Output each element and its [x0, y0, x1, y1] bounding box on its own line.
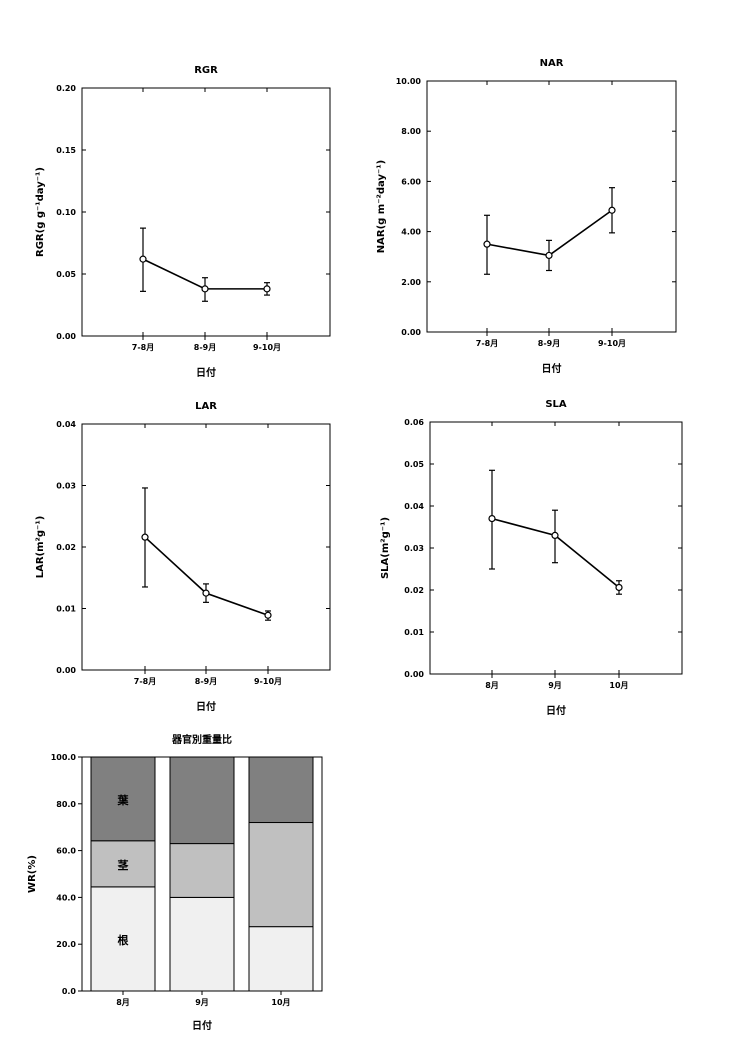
- plot-frame: [81, 423, 331, 671]
- y-tick-label: 0.00: [404, 670, 424, 679]
- x-axis-label: 日付: [196, 366, 216, 379]
- y-axis-label: WR(%): [27, 855, 38, 893]
- x-tick-label: 10月: [271, 998, 290, 1007]
- y-tick-label: 0.00: [401, 328, 421, 337]
- y-tick-label: 0.01: [56, 605, 76, 614]
- chart-title: SLA: [545, 399, 567, 410]
- chart-title: LAR: [195, 401, 217, 412]
- y-tick-label: 0.03: [404, 544, 424, 553]
- bar-segment: [248, 756, 314, 824]
- x-tick-label: 10月: [609, 681, 628, 690]
- y-tick-label: 20.0: [56, 940, 76, 949]
- segment-label: 根: [118, 933, 130, 947]
- x-tick-label: 9月: [195, 998, 209, 1007]
- x-axis-label: 日付: [542, 362, 562, 375]
- data-point: [263, 285, 271, 293]
- x-tick-label: 8月: [116, 998, 130, 1007]
- x-tick-label: 8-9月: [195, 677, 217, 686]
- y-tick-label: 60.0: [56, 847, 76, 856]
- data-point: [483, 240, 491, 248]
- bar-segment: [248, 822, 314, 928]
- x-tick-label: 9-10月: [598, 339, 626, 348]
- y-tick-label: 0.20: [56, 84, 76, 93]
- y-tick-label: 4.00: [401, 228, 421, 237]
- bar-segment: [169, 843, 235, 898]
- panel-rgr: 0.00 0.05 0.10 0.15 0.20 7-8月 8-9月 9-10月 RGR 日付 RG…: [35, 65, 331, 379]
- y-tick-label: 80.0: [56, 800, 76, 809]
- data-point: [264, 611, 272, 619]
- y-axis-label: SLA(m²g⁻¹): [380, 517, 391, 579]
- bar-segment: [169, 896, 235, 992]
- plot-frame: [429, 421, 683, 675]
- y-tick-label: 0.00: [56, 332, 76, 341]
- x-tick-label: 9月: [548, 681, 562, 690]
- segment-label: 茎: [118, 858, 129, 872]
- panel-organ-weight-ratio: 0.0 20.0 40.0 60.0 80.0 100.0 根 茎 葉 8月 9月 10月 器官別重量比…: [27, 733, 323, 1032]
- x-tick-label: 7-8月: [132, 343, 154, 352]
- data-point: [201, 285, 209, 293]
- y-tick-label: 0.02: [56, 543, 76, 552]
- data-point: [202, 589, 210, 597]
- y-tick-label: 100.0: [51, 753, 77, 762]
- y-tick-label: 10.00: [396, 77, 422, 86]
- plot-frame: [426, 80, 677, 333]
- data-point: [141, 533, 149, 541]
- x-tick-label: 8月: [485, 681, 499, 690]
- y-tick-label: 40.0: [56, 893, 76, 902]
- y-tick-label: 0.05: [56, 270, 76, 279]
- y-axis-label: RGR(g g⁻¹day⁻¹): [35, 167, 46, 257]
- y-tick-label: 0.06: [404, 418, 424, 427]
- y-tick-label: 0.10: [56, 208, 76, 217]
- x-tick-label: 9-10月: [254, 677, 282, 686]
- y-tick-label: 0.01: [404, 628, 424, 637]
- bar-segment: [169, 756, 235, 845]
- data-point: [488, 514, 496, 523]
- plot-frame: [81, 87, 331, 337]
- y-tick-label: 0.05: [404, 460, 424, 469]
- series-line: [144, 536, 269, 617]
- panel-lar: 0.00 0.01 0.02 0.03 0.04 7-8月 8-9月 9-10月 LAR 日付 LA…: [35, 401, 331, 713]
- segment-label: 葉: [117, 793, 130, 807]
- chart-title: 器官別重量比: [171, 733, 232, 746]
- x-tick-label: 8-9月: [194, 343, 216, 352]
- panel-sla: 0.00 0.01 0.02 0.03 0.04 0.05 0.06 8月 9月 10月 SLA 日付…: [380, 399, 683, 717]
- y-tick-label: 0.15: [56, 146, 76, 155]
- panel-nar: 0.00 2.00 4.00 6.00 8.00 10.00 7-8月 8-9月 9-10月 NA…: [376, 58, 677, 375]
- y-tick-label: 0.04: [56, 420, 76, 429]
- x-tick-label: 9-10月: [253, 343, 281, 352]
- y-tick-label: 0.02: [404, 586, 424, 595]
- y-tick-label: 0.0: [62, 987, 77, 996]
- data-point: [545, 251, 553, 260]
- y-tick-label: 0.04: [404, 502, 424, 511]
- bar-segment: [248, 926, 314, 992]
- x-axis-label: 日付: [192, 1019, 212, 1032]
- x-tick-label: 7-8月: [134, 677, 156, 686]
- chart-title: RGR: [194, 65, 218, 76]
- data-point: [615, 583, 623, 592]
- data-point: [551, 531, 559, 540]
- data-point: [139, 255, 147, 263]
- y-tick-label: 0.03: [56, 482, 76, 491]
- y-axis-label: LAR(m²g⁻¹): [35, 516, 46, 579]
- x-tick-label: 8-9月: [538, 339, 560, 348]
- y-axis-label: NAR(g m⁻²day⁻¹): [376, 160, 387, 253]
- y-tick-label: 6.00: [401, 177, 421, 186]
- x-axis-label: 日付: [546, 704, 566, 717]
- y-tick-label: 2.00: [401, 278, 421, 287]
- y-tick-label: 0.00: [56, 666, 76, 675]
- bar-segment: [90, 840, 156, 888]
- bar-segment: [90, 756, 156, 842]
- chart-title: NAR: [540, 58, 564, 69]
- data-point: [608, 206, 616, 214]
- x-tick-label: 7-8月: [476, 339, 498, 348]
- y-tick-label: 8.00: [401, 127, 421, 136]
- x-axis-label: 日付: [196, 700, 216, 713]
